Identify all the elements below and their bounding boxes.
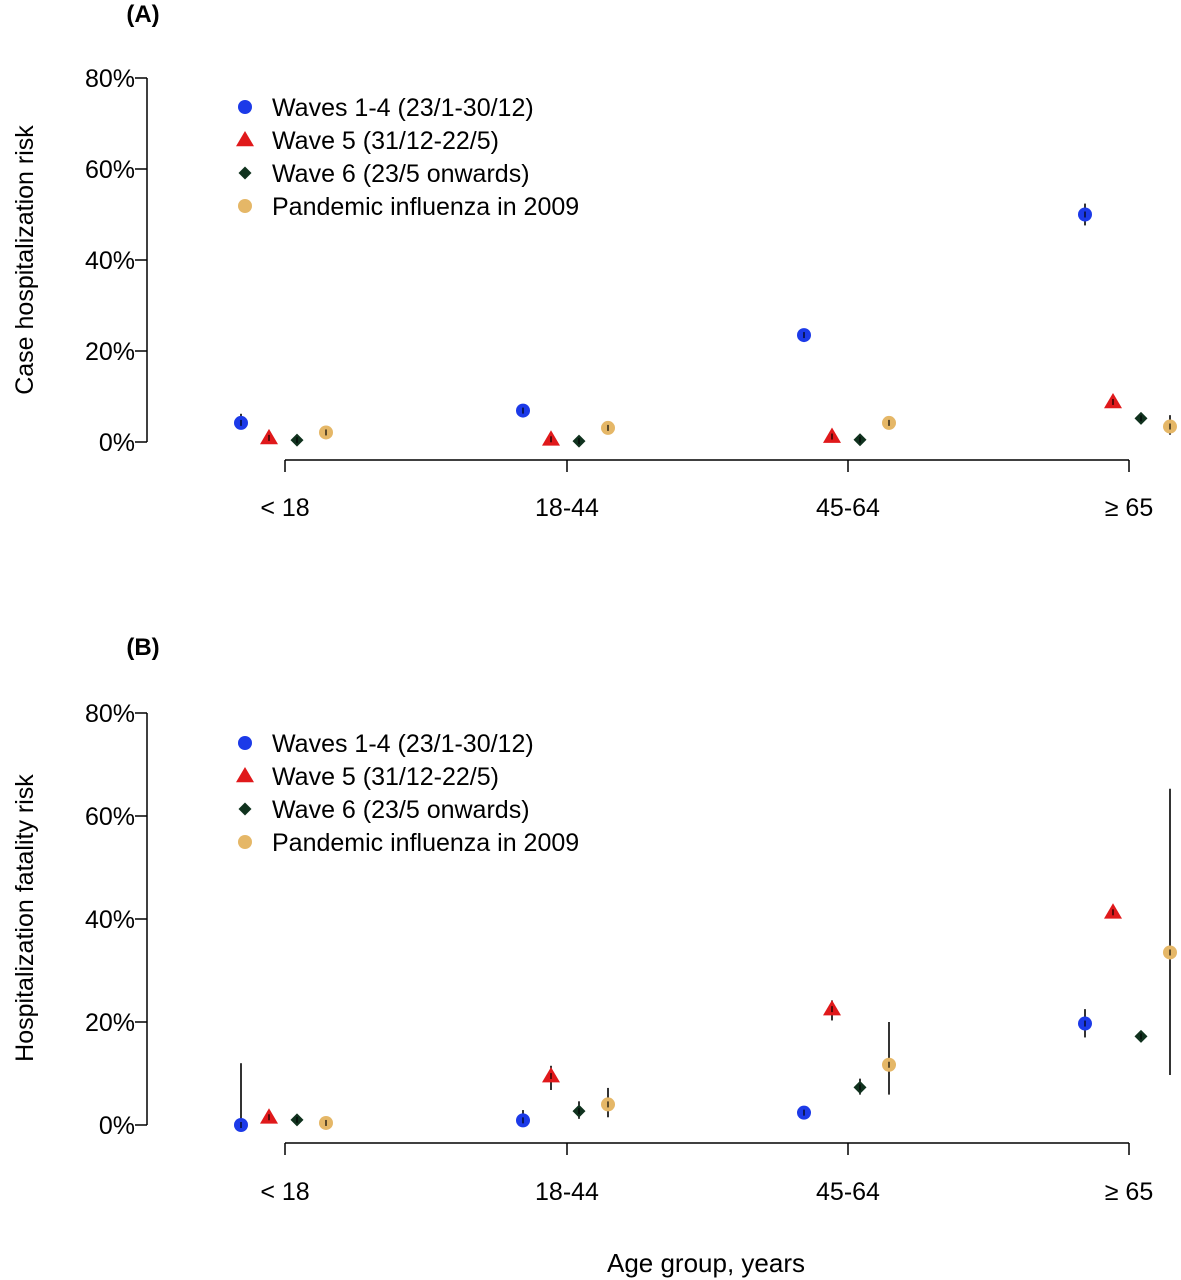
- legend-label: Wave 5 (31/12-22/5): [272, 127, 499, 155]
- legend-label: Wave 5 (31/12-22/5): [272, 763, 499, 791]
- y-tick-label: 0%: [99, 1112, 135, 1140]
- legend-marker: [236, 767, 254, 783]
- y-tick-label: 40%: [85, 247, 135, 275]
- x-tick-label: 45-64: [816, 1178, 880, 1206]
- legend-label: Pandemic influenza in 2009: [272, 193, 579, 221]
- y-axis-label: Case hospitalization risk: [11, 125, 39, 395]
- y-tick-label: 40%: [85, 906, 135, 934]
- y-tick-label: 60%: [85, 803, 135, 831]
- x-tick-label: ≥ 65: [1105, 1178, 1153, 1206]
- y-tick-label: 80%: [85, 65, 135, 93]
- legend-label: Wave 6 (23/5 onwards): [272, 796, 530, 824]
- legend-label: Waves 1-4 (23/1-30/12): [272, 94, 534, 122]
- x-axis-label: Age group, years: [607, 1248, 805, 1278]
- y-tick-label: 20%: [85, 1009, 135, 1037]
- legend-label: Pandemic influenza in 2009: [272, 829, 579, 857]
- x-tick-label: 18-44: [535, 1178, 599, 1206]
- y-tick-label: 80%: [85, 700, 135, 728]
- legend-marker: [238, 736, 252, 750]
- legend-marker: [238, 166, 252, 180]
- x-tick-label: 45-64: [816, 494, 880, 522]
- panel-b: (B) 0% 20% 40% 60% 80% Hospitalization fatalit…: [11, 634, 1177, 1206]
- y-tick-label: 20%: [85, 338, 135, 366]
- x-tick-label: < 18: [260, 494, 309, 522]
- y-tick-label: 0%: [99, 429, 135, 457]
- x-tick-label: < 18: [260, 1178, 309, 1206]
- legend-label: Waves 1-4 (23/1-30/12): [272, 730, 534, 758]
- y-tick-label: 60%: [85, 156, 135, 184]
- panel-a: (A) 0% 20% 40% 60% 80% Case hospitalization ri…: [11, 1, 1177, 522]
- legend-marker: [238, 802, 252, 816]
- y-axis-label: Hospitalization fatality risk: [11, 774, 39, 1062]
- panel-label: (A): [126, 1, 159, 28]
- legend-label: Wave 6 (23/5 onwards): [272, 160, 530, 188]
- legend-marker: [238, 835, 252, 849]
- x-tick-label: 18-44: [535, 494, 599, 522]
- legend-marker: [238, 199, 252, 213]
- legend-marker: [236, 131, 254, 147]
- legend-marker: [238, 100, 252, 114]
- x-tick-label: ≥ 65: [1105, 494, 1153, 522]
- panel-label: (B): [126, 634, 159, 661]
